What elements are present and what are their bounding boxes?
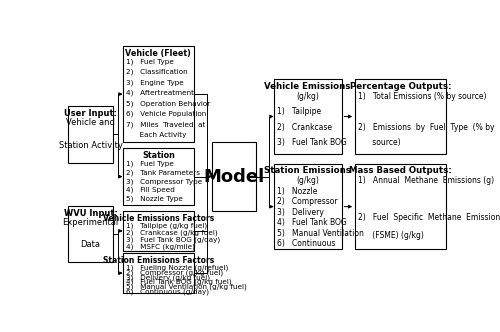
FancyBboxPatch shape <box>274 79 342 154</box>
Text: Station Emissions: Station Emissions <box>264 166 351 175</box>
Text: 7)   Miles  Traveled  at: 7) Miles Traveled at <box>126 121 205 127</box>
Text: 2)   Crankcase: 2) Crankcase <box>277 123 332 132</box>
FancyBboxPatch shape <box>212 142 256 211</box>
FancyBboxPatch shape <box>122 46 194 142</box>
Text: 3)   Delivery (g/kg fuel): 3) Delivery (g/kg fuel) <box>126 274 210 281</box>
Text: 4)   Fill Speed: 4) Fill Speed <box>126 187 174 194</box>
Text: WVU Input:: WVU Input: <box>64 208 118 217</box>
Text: 5)   Manual Ventilation: 5) Manual Ventilation <box>277 228 364 238</box>
FancyBboxPatch shape <box>355 79 446 154</box>
Text: Experimental: Experimental <box>62 218 118 227</box>
Text: Vehicle Emissions: Vehicle Emissions <box>264 82 351 91</box>
FancyBboxPatch shape <box>122 148 194 205</box>
FancyBboxPatch shape <box>122 211 194 251</box>
Text: 2)   Tank Parameters: 2) Tank Parameters <box>126 169 200 176</box>
Text: 5)   Operation Behavior: 5) Operation Behavior <box>126 100 210 107</box>
Text: Station Emissions Factors: Station Emissions Factors <box>103 256 214 265</box>
Text: 4)   Aftertreatment: 4) Aftertreatment <box>126 90 194 96</box>
Text: Model: Model <box>204 168 264 186</box>
Text: 1)   Tailpipe: 1) Tailpipe <box>277 107 321 116</box>
Text: 3)   Compressor Type: 3) Compressor Type <box>126 178 202 185</box>
Text: Vehicle (Fleet): Vehicle (Fleet) <box>126 49 192 58</box>
Text: 3)   Fuel Tank BOG (g/day): 3) Fuel Tank BOG (g/day) <box>126 237 220 243</box>
Text: Each Activity: Each Activity <box>126 131 186 137</box>
Text: 1)   Fuel Type: 1) Fuel Type <box>126 58 174 65</box>
Text: 2)   Compressor: 2) Compressor <box>277 197 338 206</box>
Text: Vehicle Emissions Factors: Vehicle Emissions Factors <box>103 214 214 223</box>
Text: Mass Based Outputs:: Mass Based Outputs: <box>349 166 452 175</box>
FancyBboxPatch shape <box>68 106 113 163</box>
Text: 1)   Tailpipe (g/kg fuel): 1) Tailpipe (g/kg fuel) <box>126 222 207 229</box>
Text: 2)   Emissions  by  Fuel  Type  (% by: 2) Emissions by Fuel Type (% by <box>358 123 494 132</box>
Text: 2)   Fuel  Specific  Methane  Emissions: 2) Fuel Specific Methane Emissions <box>358 213 500 222</box>
FancyBboxPatch shape <box>122 253 194 293</box>
Text: Station Activity: Station Activity <box>58 140 122 149</box>
Text: 4)   Fuel Tank BOG (g/kg fuel): 4) Fuel Tank BOG (g/kg fuel) <box>126 279 232 285</box>
Text: 1)   Fuel Type: 1) Fuel Type <box>126 160 174 167</box>
Text: 5)   Nozzle Type: 5) Nozzle Type <box>126 196 182 203</box>
Text: Percentage Outputs:: Percentage Outputs: <box>350 82 452 91</box>
Text: source): source) <box>358 138 401 147</box>
Text: 1)   Fueling Nozzle (g/refuel): 1) Fueling Nozzle (g/refuel) <box>126 265 228 271</box>
Text: 4)   Fuel Tank BOG: 4) Fuel Tank BOG <box>277 218 346 227</box>
Text: User Input:: User Input: <box>64 109 117 118</box>
Text: 2)   Crankcase (g/kg fuel): 2) Crankcase (g/kg fuel) <box>126 230 218 236</box>
Text: 6)   Continuous: 6) Continuous <box>277 239 335 248</box>
Text: 6)   Continuous (g/day): 6) Continuous (g/day) <box>126 288 208 295</box>
Text: Station: Station <box>142 151 175 160</box>
Text: 1)   Annual  Methane  Emissions (g): 1) Annual Methane Emissions (g) <box>358 176 494 185</box>
Text: (g/kg): (g/kg) <box>296 176 319 185</box>
Text: 2)   Compressor (g/kg fuel): 2) Compressor (g/kg fuel) <box>126 270 223 276</box>
Text: 1)   Nozzle: 1) Nozzle <box>277 187 317 196</box>
Text: (FSME) (g/kg): (FSME) (g/kg) <box>358 231 424 240</box>
Text: 6)   Vehicle Population: 6) Vehicle Population <box>126 111 206 117</box>
Text: Vehicle and: Vehicle and <box>66 119 115 127</box>
Text: Data: Data <box>80 240 100 249</box>
Text: 4)   MSFC (kg/mile): 4) MSFC (kg/mile) <box>126 244 194 250</box>
Text: 2)   Classification: 2) Classification <box>126 69 188 75</box>
Text: 5)   Manual Ventilation (g/kg fuel): 5) Manual Ventilation (g/kg fuel) <box>126 284 246 290</box>
Text: (g/kg): (g/kg) <box>296 92 319 101</box>
FancyBboxPatch shape <box>355 164 446 249</box>
Text: 3)   Delivery: 3) Delivery <box>277 208 324 217</box>
Text: 3)   Engine Type: 3) Engine Type <box>126 79 184 86</box>
FancyBboxPatch shape <box>274 164 342 249</box>
FancyBboxPatch shape <box>68 206 113 262</box>
Text: 3)   Fuel Tank BOG: 3) Fuel Tank BOG <box>277 138 346 147</box>
Text: 1)   Total Emissions (% by source): 1) Total Emissions (% by source) <box>358 92 486 101</box>
